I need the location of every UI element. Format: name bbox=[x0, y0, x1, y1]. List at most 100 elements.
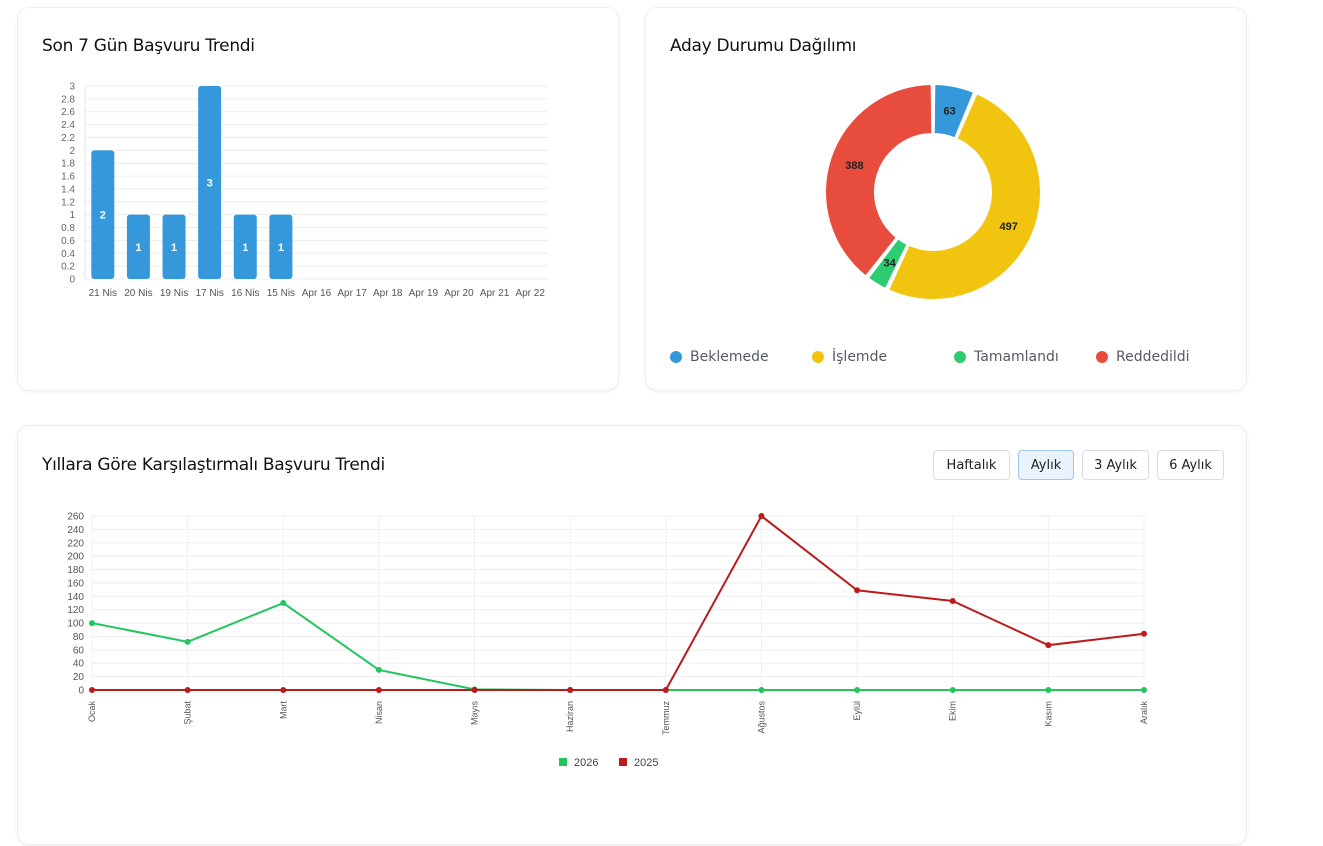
bar-y-tick-label: 0.8 bbox=[61, 223, 75, 234]
bar bbox=[162, 214, 186, 279]
bar-y-tick-label: 2.6 bbox=[61, 107, 75, 118]
line-y-tick-label: 100 bbox=[67, 619, 84, 630]
bar-data-label: 1 bbox=[278, 242, 284, 254]
bar-x-tick-label: Apr 20 bbox=[444, 288, 474, 299]
legend-label: İşlemde bbox=[832, 349, 888, 365]
bar-x-tick-label: 20 Nis bbox=[124, 288, 152, 299]
range-button[interactable]: Aylık bbox=[1018, 450, 1074, 480]
legend-item[interactable]: Reddedildi bbox=[1096, 349, 1190, 365]
series-point bbox=[375, 666, 382, 673]
series-point bbox=[184, 638, 191, 645]
bar-x-tick-label: 21 Nis bbox=[89, 288, 117, 299]
bar-x-tick-label: Apr 19 bbox=[409, 288, 439, 299]
legend-item[interactable]: İşlemde bbox=[812, 349, 887, 365]
line-y-tick-label: 260 bbox=[67, 512, 84, 523]
donut-slice bbox=[887, 92, 1042, 301]
series-point bbox=[1045, 687, 1052, 693]
line-x-tick-label: Eylül bbox=[852, 701, 862, 721]
legend-swatch bbox=[670, 351, 682, 363]
bar-x-tick-label: 19 Nis bbox=[160, 288, 188, 299]
legend-label: Reddedildi bbox=[1116, 349, 1190, 365]
bar-y-tick-label: 0.6 bbox=[61, 236, 75, 247]
line-y-tick-label: 0 bbox=[78, 686, 84, 697]
bar-y-tick-label: 2.2 bbox=[61, 133, 75, 144]
legend-item[interactable]: Beklemede bbox=[670, 349, 769, 365]
donut-slice bbox=[932, 83, 976, 140]
line-x-tick-label: Mart bbox=[278, 701, 288, 719]
line-y-tick-label: 140 bbox=[67, 592, 84, 603]
legend-label: Tamamlandı bbox=[974, 349, 1059, 365]
series-point bbox=[949, 597, 956, 604]
donut-data-label: 63 bbox=[943, 106, 955, 118]
series-point bbox=[471, 687, 478, 693]
legend-item[interactable]: Tamamlandı bbox=[954, 349, 1059, 365]
series-point bbox=[854, 687, 861, 693]
legend-swatch bbox=[812, 351, 824, 363]
bar-data-label: 1 bbox=[171, 242, 177, 254]
bar-y-tick-label: 1.2 bbox=[61, 197, 75, 208]
bar-data-label: 1 bbox=[135, 242, 141, 254]
donut-legend: Beklemede İşlemde Tamamlandı Reddedildi bbox=[670, 349, 1230, 369]
bar bbox=[91, 150, 115, 279]
bar-x-tick-label: Apr 16 bbox=[302, 288, 332, 299]
bar-x-tick-label: Apr 17 bbox=[337, 288, 367, 299]
bar-x-tick-label: Apr 21 bbox=[480, 288, 510, 299]
bar-y-tick-label: 2.4 bbox=[61, 120, 75, 131]
legend-swatch bbox=[1096, 351, 1108, 363]
bar-y-tick-label: 1 bbox=[69, 210, 75, 221]
line-y-tick-label: 240 bbox=[67, 525, 84, 536]
line-x-tick-label: Mayıs bbox=[470, 701, 480, 726]
line-y-tick-label: 220 bbox=[67, 538, 84, 549]
series-point bbox=[758, 687, 765, 693]
line-x-tick-label: Ekim bbox=[948, 701, 958, 721]
line-y-tick-label: 120 bbox=[67, 605, 84, 616]
bar-chart: 00.20.40.60.811.21.41.61.822.22.42.62.83… bbox=[61, 82, 548, 299]
bar-data-label: 1 bbox=[242, 242, 248, 254]
series-point bbox=[567, 687, 574, 693]
line-chart: 0 20 40 60 80 100 120 140 160 180 200 220 240 260 Ocak… bbox=[67, 512, 1149, 770]
series-point bbox=[758, 513, 765, 519]
series-point bbox=[854, 587, 861, 594]
line-y-tick-label: 20 bbox=[73, 672, 85, 683]
donut-chart: 63 497 34 388 bbox=[824, 83, 1042, 301]
line-legend-swatch bbox=[619, 758, 627, 766]
yearly-comparison-card: Yıllara Göre Karşılaştırmalı Başvuru Tre… bbox=[17, 425, 1247, 845]
line-x-tick-label: Haziran bbox=[565, 701, 575, 732]
series-point bbox=[662, 687, 669, 693]
bar-y-tick-label: 2 bbox=[69, 146, 75, 157]
donut-data-label: 497 bbox=[1000, 221, 1018, 233]
line-x-tick-label: Kasım bbox=[1043, 701, 1053, 727]
bar-y-tick-label: 0 bbox=[69, 275, 75, 286]
bar-y-tick-label: 2.8 bbox=[61, 94, 75, 105]
line-x-tick-label: Ocak bbox=[87, 701, 97, 723]
line-x-tick-label: Aralık bbox=[1139, 701, 1149, 725]
series-point bbox=[1141, 687, 1147, 693]
series-point bbox=[1045, 642, 1052, 649]
bar-y-tick-label: 0.2 bbox=[61, 262, 75, 273]
series-point bbox=[280, 687, 287, 693]
bar-x-tick-label: Apr 18 bbox=[373, 288, 403, 299]
line-x-tick-label: Ağustos bbox=[756, 701, 766, 734]
donut-slice bbox=[824, 83, 934, 278]
bar bbox=[198, 86, 222, 279]
line-y-tick-label: 160 bbox=[67, 578, 84, 589]
bar-y-tick-label: 1.6 bbox=[61, 172, 75, 183]
line-y-tick-label: 180 bbox=[67, 565, 84, 576]
bar-data-label: 3 bbox=[207, 178, 213, 190]
donut-data-label: 34 bbox=[883, 258, 896, 270]
line-y-tick-label: 60 bbox=[73, 645, 85, 656]
trend-7day-title: Son 7 Gün Başvuru Trendi bbox=[42, 36, 255, 56]
range-button[interactable]: 6 Aylık bbox=[1157, 450, 1224, 480]
yearly-comparison-title: Yıllara Göre Karşılaştırmalı Başvuru Tre… bbox=[42, 455, 385, 475]
range-button[interactable]: Haftalık bbox=[933, 450, 1010, 480]
donut-slice bbox=[866, 237, 909, 291]
bar-x-tick-label: 17 Nis bbox=[195, 288, 223, 299]
line-x-tick-label: Nisan bbox=[374, 701, 384, 724]
series-point bbox=[280, 600, 287, 606]
bar-y-tick-label: 0.4 bbox=[61, 249, 75, 260]
bar bbox=[233, 214, 257, 279]
bar-y-tick-label: 1.4 bbox=[61, 184, 75, 195]
range-button[interactable]: 3 Aylık bbox=[1082, 450, 1149, 480]
legend-swatch bbox=[954, 351, 966, 363]
bar-x-tick-label: 15 Nis bbox=[267, 288, 295, 299]
